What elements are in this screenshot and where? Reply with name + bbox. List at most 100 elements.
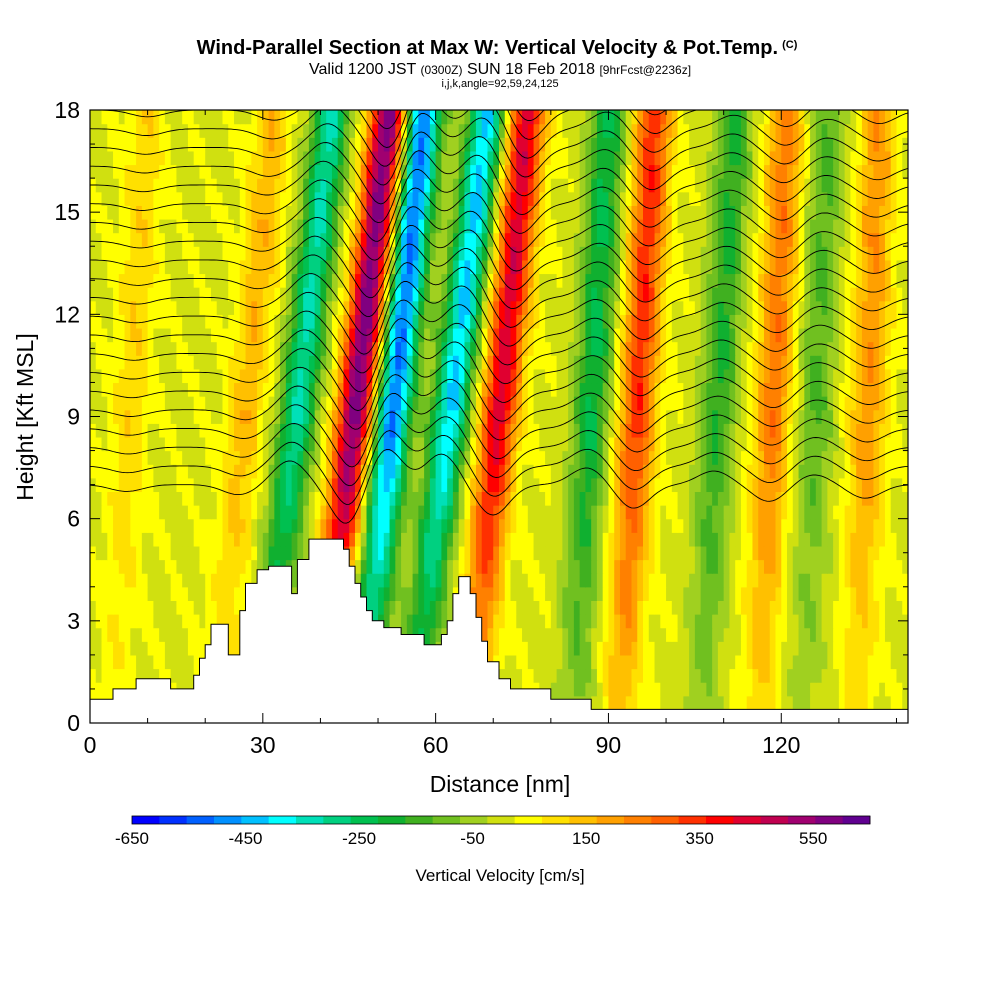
velocity-cell [262,327,270,343]
velocity-cell [781,477,788,493]
velocity-cell [787,396,794,411]
velocity-cell [308,491,316,506]
velocity-cell [608,450,615,465]
velocity-cell [867,668,875,683]
velocity-cell [775,614,782,629]
velocity-cell [815,559,823,574]
velocity-cell [873,382,880,397]
velocity-cell [815,695,823,710]
velocity-cell [752,300,759,315]
velocity-cell [141,477,149,493]
velocity-cell [435,491,442,506]
velocity-cell [228,341,235,356]
velocity-cell [585,600,592,615]
velocity-cell [153,327,160,343]
velocity-cell [602,368,610,384]
velocity-cell [539,668,546,683]
velocity-cell [245,464,252,479]
velocity-cell [124,573,131,588]
velocity-cell [683,654,690,670]
velocity-cell [406,477,414,493]
velocity-cell [660,327,667,343]
velocity-cell [360,314,368,329]
velocity-cell [838,273,846,288]
velocity-cell [326,368,333,384]
velocity-cell [504,450,512,465]
velocity-cell [464,355,471,370]
velocity-cell [763,627,771,642]
velocity-cell [441,614,448,629]
velocity-cell [354,368,362,384]
velocity-cell [712,368,719,384]
velocity-cell [850,668,857,683]
velocity-cell [239,341,247,356]
velocity-cell [164,641,172,656]
velocity-cell [383,327,391,343]
velocity-cell [729,273,736,288]
velocity-cell [740,409,748,424]
velocity-cell [124,450,131,465]
velocity-cell [775,682,782,697]
velocity-cell [412,246,419,261]
velocity-cell [706,695,713,710]
velocity-cell [187,614,195,629]
velocity-cell [222,477,229,493]
velocity-cell [625,273,633,288]
velocity-cell [545,518,552,533]
velocity-cell [452,287,460,302]
velocity-cell [787,682,794,697]
velocity-cell [700,341,707,356]
velocity-cell [729,396,736,411]
velocity-cell [164,396,172,411]
velocity-cell [717,695,725,710]
velocity-cell [435,300,442,315]
velocity-cell [654,382,661,397]
velocity-cell [245,505,252,520]
velocity-cell [331,505,339,520]
velocity-cell [827,614,834,629]
velocity-cell [159,668,166,683]
velocity-cell [205,287,212,302]
velocity-cell [602,654,610,670]
velocity-cell [216,314,224,329]
velocity-cell [873,341,880,356]
velocity-cell [418,287,425,302]
velocity-cell [717,450,725,465]
velocity-cell [827,573,834,588]
velocity-cell [291,382,298,397]
velocity-cell [147,627,154,642]
velocity-cell [406,423,414,438]
velocity-cell [890,409,898,424]
velocity-cell [378,518,385,533]
velocity-cell [902,464,908,479]
velocity-cell [429,573,437,588]
velocity-cell [890,614,898,629]
velocity-cell [280,355,287,370]
velocity-cell [763,586,771,601]
velocity-cell [101,654,108,670]
velocity-cell [481,355,489,370]
velocity-cell [516,600,523,615]
velocity-cell [113,436,120,452]
velocity-cell [700,355,707,370]
velocity-cell [591,682,598,697]
velocity-cell [723,477,731,493]
velocity-cell [308,409,316,424]
velocity-cell [631,668,638,683]
velocity-cell [297,246,304,261]
velocity-cell [798,477,805,493]
velocity-cell [164,287,172,302]
velocity-cell [412,464,419,479]
velocity-cell [856,382,863,397]
velocity-cell [124,232,131,247]
velocity-cell [643,450,650,465]
velocity-cell [775,654,782,670]
velocity-cell [504,396,512,411]
velocity-cell [378,423,385,438]
velocity-cell [729,614,736,629]
velocity-cell [303,532,310,547]
velocity-cell [700,396,707,411]
velocity-cell [193,314,201,329]
velocity-cell [821,491,828,506]
velocity-cell [297,409,304,424]
